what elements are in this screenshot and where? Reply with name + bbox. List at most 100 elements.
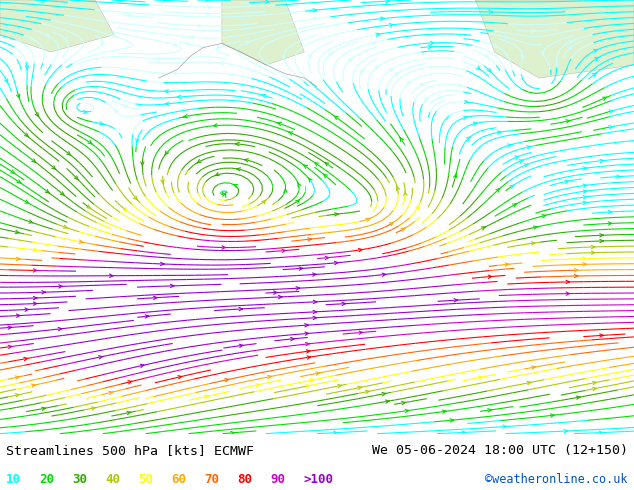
FancyArrowPatch shape	[503, 425, 507, 428]
FancyArrowPatch shape	[335, 213, 339, 216]
FancyArrowPatch shape	[42, 0, 46, 2]
FancyArrowPatch shape	[385, 400, 389, 403]
FancyArrowPatch shape	[162, 0, 166, 2]
FancyArrowPatch shape	[98, 356, 103, 359]
FancyArrowPatch shape	[245, 159, 249, 162]
FancyArrowPatch shape	[448, 115, 451, 118]
FancyArrowPatch shape	[58, 327, 62, 331]
FancyArrowPatch shape	[348, 58, 352, 62]
FancyArrowPatch shape	[609, 110, 613, 113]
Text: 50: 50	[138, 473, 153, 487]
FancyArrowPatch shape	[134, 196, 138, 200]
FancyArrowPatch shape	[595, 57, 598, 61]
FancyArrowPatch shape	[274, 291, 277, 294]
FancyArrowPatch shape	[42, 291, 46, 294]
FancyArrowPatch shape	[600, 334, 604, 337]
FancyArrowPatch shape	[284, 188, 287, 193]
FancyArrowPatch shape	[569, 41, 573, 44]
FancyArrowPatch shape	[308, 178, 312, 182]
FancyArrowPatch shape	[488, 275, 492, 278]
FancyArrowPatch shape	[389, 24, 393, 26]
Text: ©weatheronline.co.uk: ©weatheronline.co.uk	[485, 473, 628, 487]
FancyArrowPatch shape	[74, 176, 79, 180]
FancyArrowPatch shape	[583, 184, 587, 187]
FancyArrowPatch shape	[4, 79, 8, 83]
FancyArrowPatch shape	[278, 295, 282, 299]
FancyArrowPatch shape	[313, 273, 316, 276]
FancyArrowPatch shape	[550, 414, 554, 417]
FancyArrowPatch shape	[114, 109, 119, 113]
FancyArrowPatch shape	[404, 191, 407, 196]
FancyArrowPatch shape	[141, 162, 144, 167]
FancyArrowPatch shape	[512, 204, 517, 207]
FancyArrowPatch shape	[206, 12, 210, 15]
FancyArrowPatch shape	[358, 248, 362, 252]
FancyArrowPatch shape	[16, 94, 20, 99]
FancyArrowPatch shape	[122, 105, 126, 108]
FancyArrowPatch shape	[395, 73, 399, 76]
FancyArrowPatch shape	[314, 162, 318, 166]
FancyArrowPatch shape	[424, 98, 429, 101]
FancyArrowPatch shape	[496, 188, 500, 192]
FancyArrowPatch shape	[531, 29, 535, 33]
FancyArrowPatch shape	[415, 205, 419, 210]
FancyArrowPatch shape	[110, 274, 113, 277]
FancyArrowPatch shape	[34, 269, 37, 272]
FancyArrowPatch shape	[325, 163, 329, 166]
FancyArrowPatch shape	[67, 151, 71, 155]
FancyArrowPatch shape	[16, 257, 20, 261]
FancyArrowPatch shape	[540, 50, 545, 54]
FancyArrowPatch shape	[160, 262, 164, 266]
FancyArrowPatch shape	[593, 381, 597, 385]
FancyArrowPatch shape	[186, 42, 190, 45]
FancyArrowPatch shape	[380, 17, 384, 21]
FancyArrowPatch shape	[214, 124, 217, 127]
FancyArrowPatch shape	[382, 273, 386, 276]
FancyArrowPatch shape	[488, 409, 491, 412]
FancyArrowPatch shape	[101, 42, 105, 45]
FancyArrowPatch shape	[63, 225, 67, 228]
FancyArrowPatch shape	[109, 392, 113, 394]
FancyArrowPatch shape	[375, 66, 379, 70]
FancyArrowPatch shape	[443, 410, 446, 414]
FancyArrowPatch shape	[25, 200, 29, 203]
Text: 40: 40	[105, 473, 120, 487]
FancyArrowPatch shape	[464, 100, 468, 103]
FancyArrowPatch shape	[430, 41, 434, 45]
FancyArrowPatch shape	[521, 55, 524, 59]
FancyArrowPatch shape	[42, 407, 46, 411]
Polygon shape	[476, 0, 634, 78]
FancyArrowPatch shape	[450, 418, 454, 422]
FancyArrowPatch shape	[583, 257, 586, 260]
FancyArrowPatch shape	[129, 14, 133, 17]
FancyArrowPatch shape	[239, 307, 243, 311]
FancyArrowPatch shape	[239, 344, 243, 347]
FancyArrowPatch shape	[295, 199, 300, 203]
FancyArrowPatch shape	[583, 263, 586, 266]
FancyArrowPatch shape	[91, 407, 95, 410]
FancyArrowPatch shape	[299, 267, 303, 270]
FancyArrowPatch shape	[481, 227, 486, 230]
FancyArrowPatch shape	[45, 190, 49, 193]
FancyArrowPatch shape	[478, 376, 482, 379]
FancyArrowPatch shape	[608, 210, 612, 214]
FancyArrowPatch shape	[593, 387, 597, 391]
FancyArrowPatch shape	[236, 143, 239, 146]
FancyArrowPatch shape	[376, 33, 380, 36]
FancyArrowPatch shape	[484, 54, 489, 58]
FancyArrowPatch shape	[36, 113, 39, 117]
FancyArrowPatch shape	[24, 357, 28, 361]
FancyArrowPatch shape	[359, 70, 363, 74]
FancyArrowPatch shape	[574, 274, 578, 278]
FancyArrowPatch shape	[599, 431, 602, 434]
FancyArrowPatch shape	[307, 238, 311, 241]
FancyArrowPatch shape	[566, 292, 569, 295]
FancyArrowPatch shape	[25, 133, 29, 137]
FancyArrowPatch shape	[223, 194, 226, 197]
FancyArrowPatch shape	[231, 431, 235, 435]
FancyArrowPatch shape	[531, 366, 535, 369]
FancyArrowPatch shape	[83, 111, 87, 114]
FancyArrowPatch shape	[60, 192, 65, 196]
FancyArrowPatch shape	[165, 151, 169, 155]
FancyArrowPatch shape	[583, 190, 587, 193]
